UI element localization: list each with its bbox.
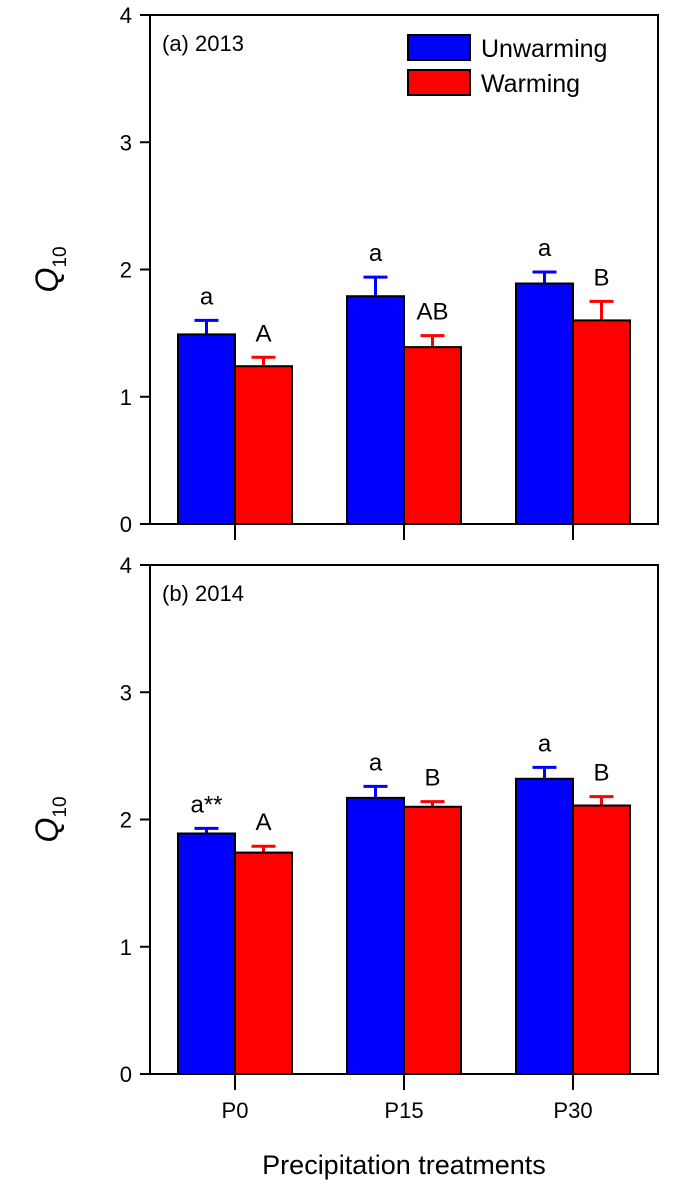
bar-unwarming-p30 xyxy=(515,282,574,525)
bar-unwarming-p15 xyxy=(346,295,405,525)
significance-label: A xyxy=(255,320,271,347)
x-axis-title: Precipitation treatments xyxy=(262,1150,546,1180)
significance-label: a xyxy=(200,283,214,310)
panel-a: a a a A AB B 0 1 2 3 4 (a) 2013 Q10 Unwarming Warming xyxy=(29,3,659,540)
y-tick-label: 0 xyxy=(120,1062,132,1087)
y-axis-title: Q10 xyxy=(29,796,71,842)
significance-label: B xyxy=(593,264,609,291)
significance-label: a** xyxy=(190,791,222,818)
significance-label: a xyxy=(538,235,552,262)
x-tick-label: P15 xyxy=(384,1098,423,1123)
bar-unwarming-p15 xyxy=(346,796,405,1075)
x-tick-label: P30 xyxy=(553,1098,592,1123)
y-tick-label: 1 xyxy=(120,385,132,410)
legend-label: Unwarming xyxy=(481,35,607,63)
y-axis-title: Q10 xyxy=(29,246,71,292)
y-tick-label: 3 xyxy=(120,680,132,705)
significance-label: B xyxy=(593,760,609,787)
bar-warming-p15 xyxy=(403,346,462,525)
significance-label: B xyxy=(424,765,440,792)
legend-swatch-unwarming xyxy=(407,34,471,61)
legend-swatch-warming xyxy=(407,69,471,96)
bar-warming-p30 xyxy=(572,319,631,525)
bar-unwarming-p0 xyxy=(177,832,236,1075)
panel-label: (a) 2013 xyxy=(162,31,244,56)
bar-warming-p0 xyxy=(234,851,293,1076)
bar-unwarming-p0 xyxy=(177,333,236,525)
legend: Unwarming Warming xyxy=(407,34,607,98)
panel-b: a** a a A B B 0 1 2 3 4 P0 P15 P30 Precipitation treat… xyxy=(29,553,659,1180)
panel-label: (b) 2014 xyxy=(162,581,244,606)
legend-label: Warming xyxy=(481,70,580,98)
significance-label: A xyxy=(255,809,271,836)
bar-warming-p30 xyxy=(572,804,631,1075)
y-tick-label: 4 xyxy=(120,553,132,578)
y-tick-label: 2 xyxy=(120,808,132,833)
significance-label: a xyxy=(369,240,383,267)
y-tick-label: 1 xyxy=(120,935,132,960)
y-tick-label: 3 xyxy=(120,130,132,155)
significance-label: a xyxy=(538,730,552,757)
x-tick-label: P0 xyxy=(222,1098,249,1123)
bar-unwarming-p30 xyxy=(515,777,574,1076)
significance-label: a xyxy=(369,749,383,776)
y-tick-label: 0 xyxy=(120,512,132,537)
bar-warming-p0 xyxy=(234,365,293,525)
y-tick-label: 4 xyxy=(120,3,132,28)
significance-label: AB xyxy=(416,299,448,326)
y-tick-label: 2 xyxy=(120,258,132,283)
bar-warming-p15 xyxy=(403,805,462,1076)
